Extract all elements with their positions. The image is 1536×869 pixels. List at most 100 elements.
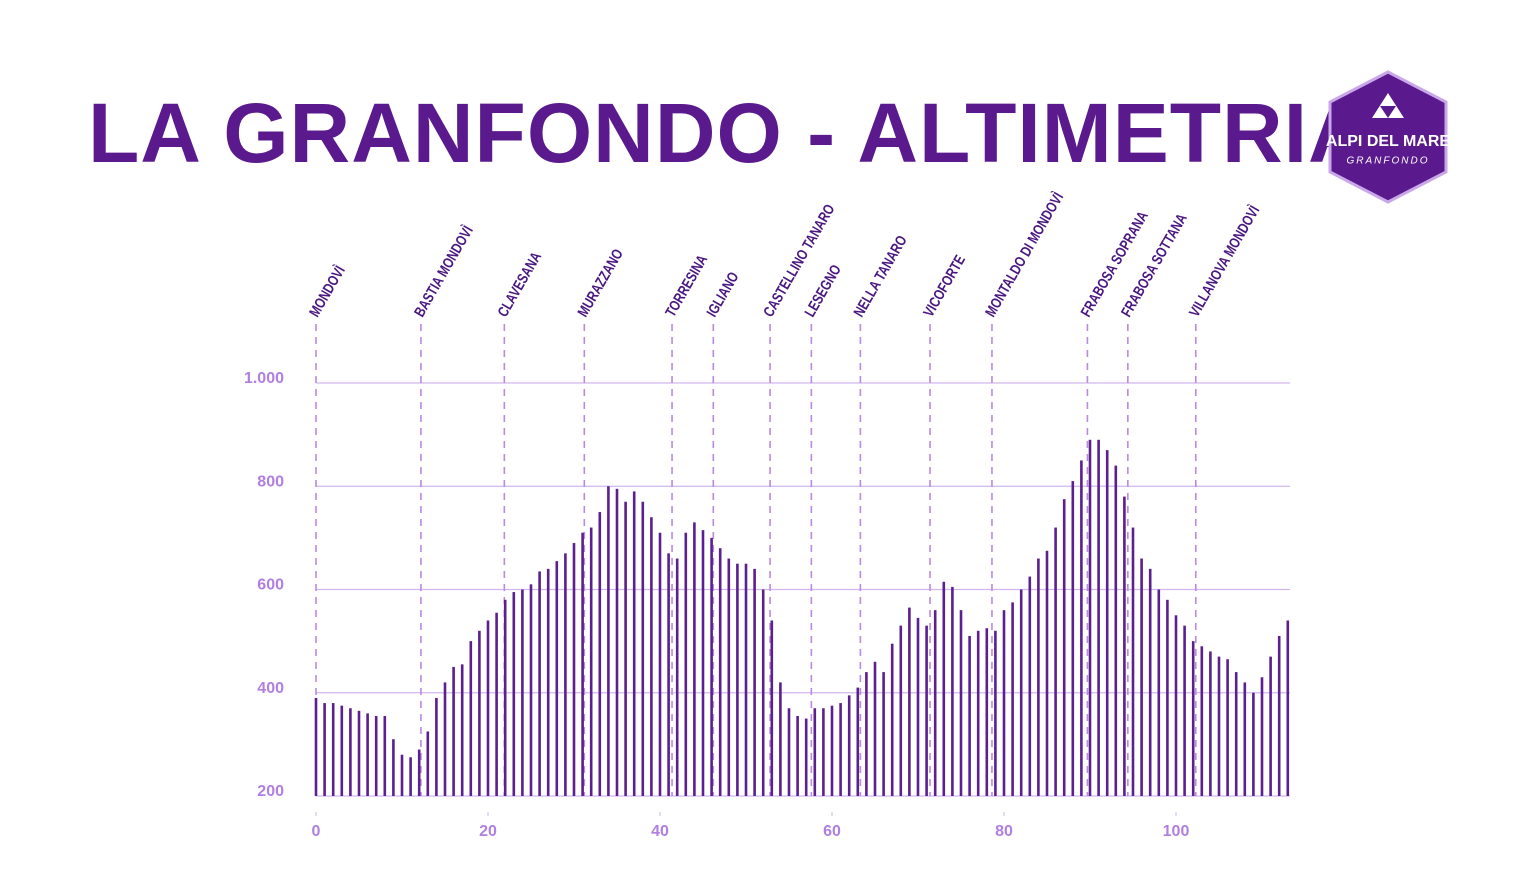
bar: [581, 532, 584, 796]
bar: [400, 754, 404, 796]
bar: [460, 664, 464, 796]
logo-mountain: [1372, 93, 1404, 118]
bar: [1157, 589, 1161, 796]
bar: [882, 672, 885, 796]
bar: [753, 568, 756, 796]
bar: [443, 682, 447, 796]
bar: [589, 527, 593, 796]
bar: [1062, 499, 1066, 796]
bar: [1105, 450, 1109, 796]
bar: [340, 705, 344, 796]
bar: [847, 695, 851, 796]
bar: [718, 548, 722, 796]
bar: [744, 563, 748, 796]
bar: [1140, 558, 1143, 796]
y-tick-label: 200: [257, 783, 284, 800]
x-tick-label: 40: [651, 823, 669, 840]
bar: [1174, 615, 1178, 796]
bar: [1183, 625, 1186, 796]
bar: [787, 708, 791, 796]
y-tick-label: 1.000: [244, 370, 284, 387]
bar: [890, 643, 894, 796]
bar: [1226, 659, 1229, 796]
bar: [908, 607, 911, 796]
waypoint-label: CLAVESANA: [494, 249, 545, 320]
bar: [736, 563, 739, 796]
bar: [813, 708, 817, 796]
bar: [495, 612, 498, 796]
bar: [1123, 496, 1126, 796]
bar: [1002, 610, 1006, 796]
waypoint-label: LESEGNO: [801, 262, 844, 320]
bar: [1148, 568, 1152, 796]
waypoint-label: MONTALDO DI MONDOVÌ: [982, 189, 1067, 319]
bar: [357, 710, 361, 796]
x-tick-label: 0: [312, 823, 321, 840]
bar: [1019, 589, 1023, 796]
bar: [1028, 576, 1032, 796]
bar: [564, 553, 567, 796]
bar: [710, 537, 713, 796]
waypoint-label: VILLANOVA MONDOVÌ: [1186, 203, 1263, 320]
bar: [478, 630, 481, 796]
waypoint-label: NELLA TANARO: [850, 233, 910, 320]
bar: [1217, 656, 1221, 796]
bar: [951, 586, 954, 796]
bar: [1166, 599, 1169, 796]
bar: [1286, 620, 1290, 796]
bar: [1252, 692, 1255, 796]
bar: [624, 501, 627, 796]
x-tick-label: 60: [823, 823, 841, 840]
bar: [607, 486, 610, 796]
bar: [658, 532, 662, 796]
bar: [409, 757, 412, 796]
bar: [512, 592, 516, 796]
waypoint-label: MURAZZANO: [574, 246, 626, 320]
bar: [452, 666, 455, 796]
bar: [1114, 465, 1118, 796]
bar: [632, 491, 636, 796]
bar: [942, 581, 946, 796]
waypoint-label: VICOFORTE: [920, 252, 969, 319]
waypoint-label: IGLIANO: [703, 269, 742, 320]
waypoint-label: BASTIA MONDOVÌ: [411, 223, 477, 320]
bar: [426, 731, 430, 796]
logo-badge: [1328, 70, 1448, 204]
bar: [331, 703, 335, 796]
bar: [933, 610, 937, 796]
bar: [1037, 558, 1040, 796]
x-tick-label: 100: [1163, 823, 1190, 840]
bar: [1269, 656, 1272, 796]
bar: [323, 703, 326, 796]
logo-subtitle: GRANFONDO: [1347, 156, 1430, 167]
x-tick-label: 20: [479, 823, 497, 840]
bar: [598, 512, 602, 796]
bar: [976, 630, 980, 796]
bar: [873, 661, 877, 796]
bar: [667, 553, 670, 796]
bar: [469, 641, 473, 796]
bar: [1071, 481, 1075, 796]
bar: [1011, 602, 1014, 796]
bar: [383, 715, 387, 796]
bar: [1200, 646, 1204, 796]
bar: [865, 672, 868, 796]
bar: [796, 715, 799, 796]
logo-mountain-cut: [1380, 106, 1396, 118]
bar: [959, 610, 963, 796]
bar: [1243, 682, 1247, 796]
waypoint-label: CASTELLINO TANARO: [760, 201, 838, 319]
bar: [1097, 439, 1100, 796]
bar: [503, 599, 507, 796]
bar: [529, 584, 533, 796]
bar: [615, 488, 619, 796]
bar: [822, 708, 825, 796]
bar: [546, 568, 550, 796]
logo: ALPI DEL MARE GRANFONDO: [1326, 70, 1450, 204]
bar: [1191, 641, 1195, 796]
bar: [804, 718, 808, 796]
bar: [1260, 677, 1264, 796]
bar: [435, 697, 438, 796]
bar: [1080, 460, 1083, 796]
y-tick-label: 600: [257, 577, 284, 594]
